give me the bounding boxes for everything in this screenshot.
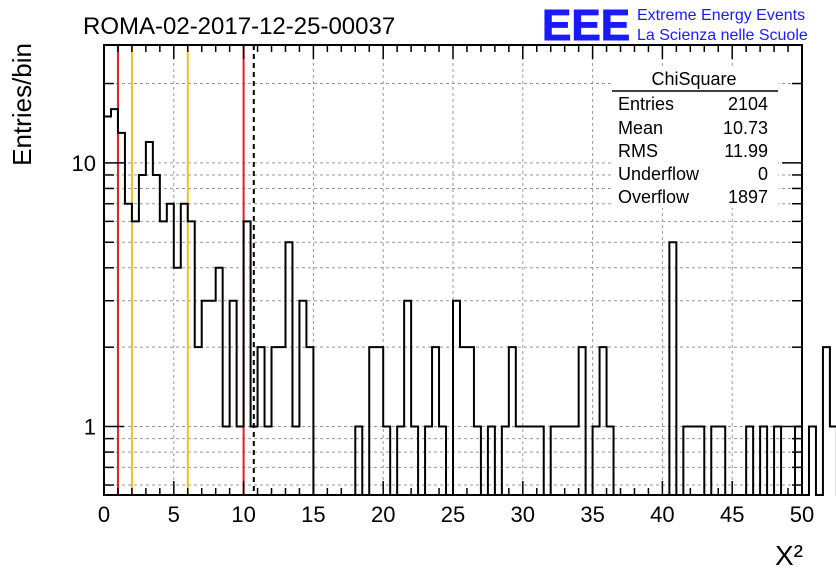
stats-underflow-label: Underflow — [618, 164, 700, 184]
stats-mean-label: Mean — [618, 118, 663, 138]
run-title: ROMA-02-2017-12-25-00037 — [83, 13, 395, 40]
stats-overflow-label: Overflow — [618, 187, 690, 207]
x-axis-label: X² — [775, 540, 803, 571]
x-tick-labels: 0 5 10 15 20 25 30 35 40 45 50 — [98, 502, 814, 527]
stats-title: ChiSquare — [651, 69, 736, 89]
brand-line-2: La Scienza nelle Scuole — [637, 27, 808, 44]
threshold-lines — [116, 45, 255, 495]
y-axis-label: Entries/bin — [7, 43, 37, 166]
y-tick-label: 10 — [72, 151, 96, 176]
eee-logo: EEE — [542, 1, 630, 50]
x-tick-label: 15 — [301, 502, 325, 527]
x-tick-label: 0 — [98, 502, 110, 527]
stats-entries-label: Entries — [618, 94, 674, 114]
x-tick-label: 5 — [168, 502, 180, 527]
x-tick-label: 40 — [650, 502, 674, 527]
stats-underflow-value: 0 — [758, 164, 768, 184]
stats-mean-value: 10.73 — [723, 118, 768, 138]
x-tick-label: 20 — [371, 502, 395, 527]
stats-rms-label: RMS — [618, 141, 658, 161]
axis-ticks — [103, 45, 803, 495]
x-tick-label: 45 — [720, 502, 744, 527]
histogram-outline — [103, 108, 836, 496]
stats-entries-value: 2104 — [728, 94, 768, 114]
x-tick-label: 10 — [231, 502, 255, 527]
brand-line-1: Extreme Energy Events — [637, 7, 805, 24]
x-tick-label: 50 — [790, 502, 814, 527]
stats-box-background — [612, 66, 778, 208]
x-tick-label: 35 — [580, 502, 604, 527]
y-tick-labels: 1 10 — [72, 151, 96, 440]
x-tick-label: 25 — [441, 502, 465, 527]
x-tick-label: 30 — [511, 502, 535, 527]
stats-rms-value: 11.99 — [724, 141, 768, 161]
stats-box: ChiSquare Entries 2104 Mean 10.73 RMS 11… — [612, 66, 778, 208]
stats-overflow-value: 1897 — [728, 187, 768, 207]
y-tick-label: 1 — [84, 415, 96, 440]
